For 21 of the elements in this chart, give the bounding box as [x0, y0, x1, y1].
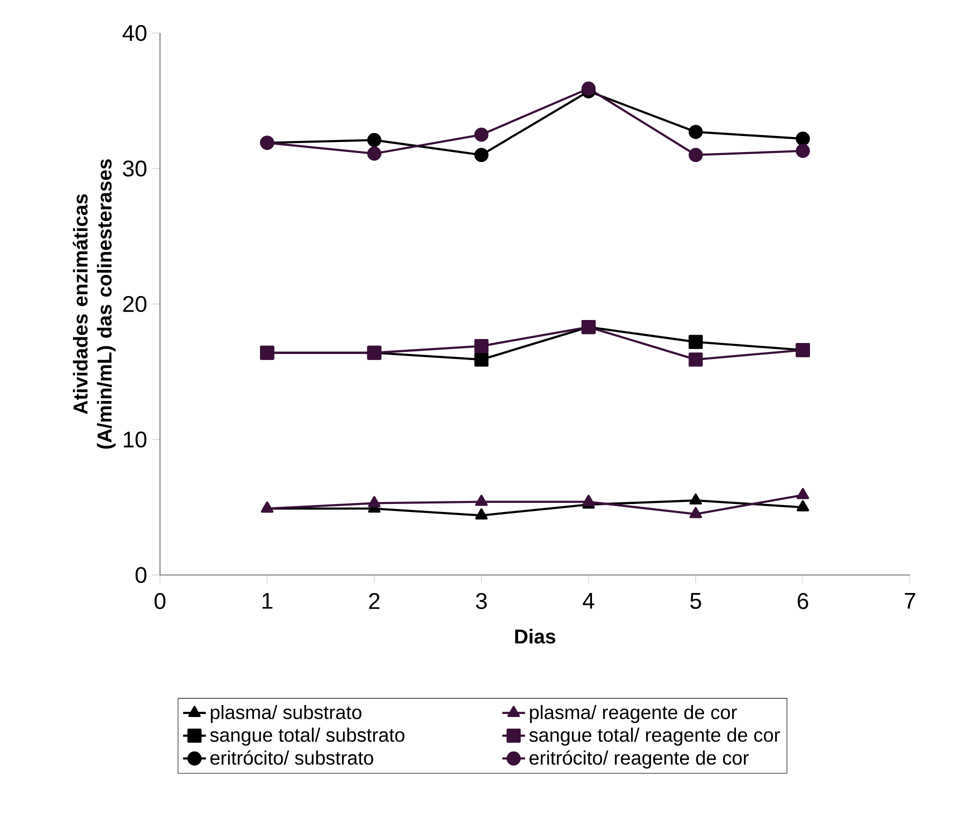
- x-tick-label: 5: [690, 593, 702, 609]
- x-tick-label: 4: [582, 593, 594, 609]
- legend-label: plasma/ reagente de cor: [530, 704, 737, 724]
- x-tick-label: 2: [369, 593, 380, 609]
- y-axis-title: Atividades enzimáticas (A/min/mL) das colinesterases: [72, 159, 116, 449]
- legend-label: plasma/ substrato: [210, 704, 362, 724]
- x-tick-label: 3: [476, 593, 487, 610]
- legend-label: eritrócito/ reagente de cor: [530, 750, 749, 769]
- y-tick-label: 40: [122, 24, 146, 42]
- y-tick-label: 30: [122, 160, 146, 177]
- x-tick-label: 7: [904, 593, 916, 609]
- x-tick-label: 0: [154, 593, 166, 610]
- y-tick-label: 10: [124, 431, 146, 448]
- legend-label: sangue total/ reagente de cor: [529, 728, 780, 746]
- x-tick-label: 1: [262, 593, 272, 609]
- legend-label: sangue total/ substrato: [210, 728, 404, 746]
- legend-label: eritrócito/ substrato: [210, 750, 374, 765]
- x-tick-label: 6: [798, 593, 808, 610]
- x-axis-title: Dias: [515, 628, 556, 644]
- y-tick-label: 0: [136, 566, 146, 584]
- y-tick-label: 20: [123, 296, 146, 312]
